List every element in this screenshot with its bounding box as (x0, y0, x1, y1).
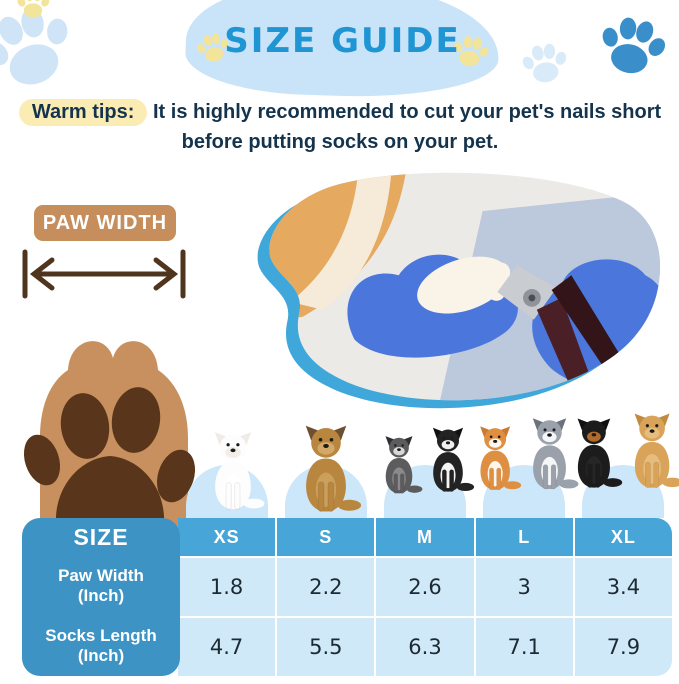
size-table-side-column: SIZE Paw Width (Inch) Socks Length (Inch… (22, 518, 180, 676)
warm-tips-text: It is highly recommended to cut your pet… (152, 101, 662, 153)
dog-photo-xs-bichon (198, 427, 268, 515)
cell-socks-length-xs: 4.7 (178, 618, 276, 676)
paw-print-icon (518, 37, 571, 90)
size-table-grid: XS S M L XL 1.8 2.2 2.6 3 3.4 4.7 5.5 6.… (178, 518, 672, 676)
col-header-s: S (277, 518, 375, 556)
col-header-xs: XS (178, 518, 276, 556)
size-table: XS S M L XL 1.8 2.2 2.6 3 3.4 4.7 5.5 6.… (22, 518, 672, 676)
cell-paw-width-l: 3 (475, 558, 573, 616)
warm-tips: Warm tips: It is highly recommended to c… (12, 97, 668, 157)
cell-paw-width-m: 2.6 (376, 558, 474, 616)
dog-photo-m-schnauzer-collie (385, 427, 475, 494)
col-header-xl: XL (574, 518, 672, 556)
dog-photo-xl-rottweiler-golden (577, 412, 679, 489)
cell-paw-width-xl: 3.4 (574, 558, 672, 616)
warm-tips-label: Warm tips: (18, 99, 148, 126)
dog-photo-s-yorkie (287, 423, 365, 515)
paw-print-icon (592, 6, 673, 87)
dog-nail-trimming-photo (257, 172, 661, 409)
page-title: SIZE GUIDE (224, 21, 461, 61)
paw-width-label: PAW WIDTH (34, 205, 176, 241)
cell-paw-width-s: 2.2 (277, 558, 375, 616)
cell-socks-length-s: 5.5 (277, 618, 375, 676)
cell-paw-width-xs: 1.8 (178, 558, 276, 616)
cell-socks-length-l: 7.1 (475, 618, 573, 676)
col-header-m: M (376, 518, 474, 556)
width-measure-arrow-icon (22, 249, 186, 299)
table-corner-size: SIZE (73, 523, 129, 550)
row-label-socks-length: Socks Length (Inch) (45, 626, 157, 665)
cell-socks-length-xl: 7.9 (574, 618, 672, 676)
col-header-l: L (475, 518, 573, 556)
row-label-paw-width: Paw Width (Inch) (58, 566, 144, 605)
paw-print-icon (16, 0, 50, 21)
dog-paw-in-photo (417, 256, 509, 314)
cell-socks-length-m: 6.3 (376, 618, 474, 676)
